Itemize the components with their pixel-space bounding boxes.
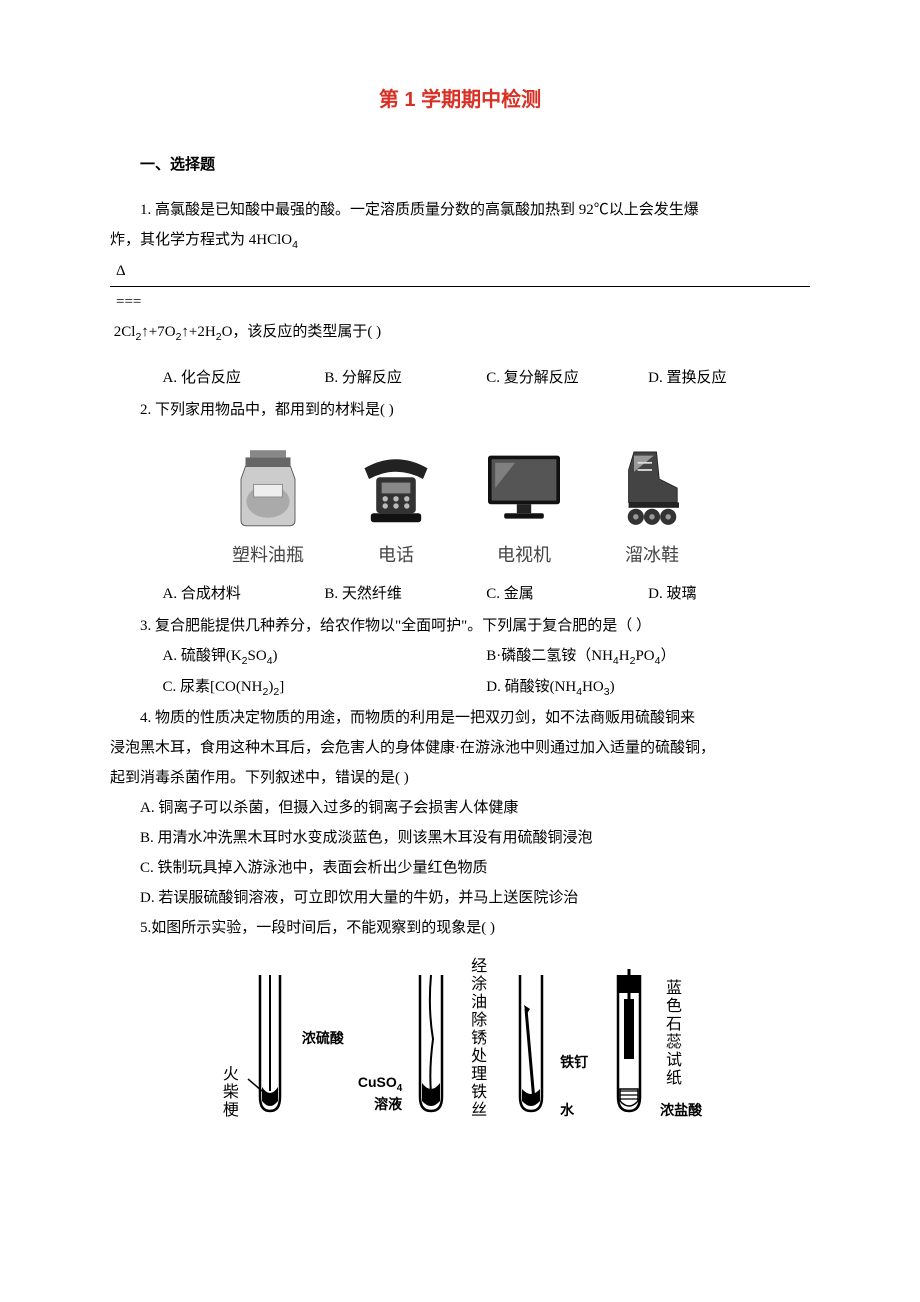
label-coated-wire: 经涂油除锈处理铁丝: [460, 957, 492, 1119]
oil-bottle-icon: [218, 443, 318, 533]
q2-opt-a: A. 合成材料: [163, 579, 325, 609]
q1-cl: Cl: [121, 324, 135, 340]
exp-tube-1: 火柴梗 浓硫酸: [218, 957, 344, 1119]
q2-opt-c: C. 金属: [486, 579, 648, 609]
label-water: 水: [560, 1102, 574, 1118]
q1-tail: O，该反应的类型属于( ): [222, 324, 382, 340]
q2-opt-b: B. 天然纤维: [324, 579, 486, 609]
delta-symbol: Δ: [110, 256, 810, 287]
q4-l2: 浸泡黑木耳，食用这种木耳后，会危害人的身体健康·在游泳池中则通过加入适量的硫酸铜…: [110, 733, 810, 763]
q2-img-skate: 溜冰鞋: [597, 443, 707, 573]
exp-tube-3: 铁钉 水: [506, 957, 588, 1119]
q3a1: A. 硫酸钾(K: [163, 648, 242, 664]
exp-tube-2: CuSO4 溶液 经涂油除锈处理铁丝: [358, 957, 492, 1119]
q3d2: HO: [582, 679, 604, 695]
q3c1: C. 尿素[CO(NH: [163, 679, 263, 695]
test-tube-icon: [242, 969, 298, 1119]
q4-l3: 起到消毒杀菌作用。下列叙述中，错误的是( ): [110, 763, 810, 793]
q1-o: ↑+7O: [141, 324, 175, 340]
test-tube-icon: [406, 969, 456, 1119]
q1-opt-b: B. 分解反应: [324, 363, 486, 393]
q3-options-row2: C. 尿素[CO(NH2)2] D. 硝酸铵(NH4HO3): [110, 672, 810, 703]
q4-opt-d: D. 若误服硫酸铜溶液，可立即饮用大量的牛奶，并马上送医院诊治: [110, 883, 810, 913]
q2-opt-d: D. 玻璃: [648, 579, 810, 609]
q2-img-tv: 电视机: [469, 443, 579, 573]
q1-opt-a: A. 化合反应: [163, 363, 325, 393]
exp-tube-4: 蓝色石蕊试纸 浓盐酸: [602, 957, 702, 1119]
label-cuso4-2: 溶液: [374, 1096, 402, 1114]
q4-opt-a: A. 铜离子可以杀菌，但摄入过多的铜离子会损害人体健康: [110, 793, 810, 823]
q3d3: ): [610, 679, 615, 695]
label-nail: 铁钉: [560, 1054, 588, 1070]
q4-opt-b: B. 用清水冲洗黑木耳时水变成淡蓝色，则该黑木耳没有用硫酸铜浸泡: [110, 823, 810, 853]
label-hcl: 浓盐酸: [660, 1102, 702, 1118]
q3-opt-d: D. 硝酸铵(NH4HO3): [486, 672, 810, 703]
q4-opt-c: C. 铁制玩具掉入游泳池中，表面会析出少量红色物质: [110, 853, 810, 883]
q3d1: D. 硝酸铵(NH: [486, 679, 576, 695]
q1-stem-line1: 1. 高氯酸是已知酸中最强的酸。一定溶质质量分数的高氯酸加热到 92℃以上会发生…: [110, 195, 810, 225]
sub: 4: [397, 1083, 402, 1094]
q1-h: ↑+2H: [181, 324, 215, 340]
label-cuso4: CuSO4: [358, 1074, 402, 1095]
q3b3: PO: [635, 648, 654, 664]
q3b4: ）: [660, 648, 675, 664]
q1-opt-d: D. 置换反应: [648, 363, 810, 393]
q3b1: B·磷酸二氢铵（NH: [486, 648, 613, 664]
cap-skate: 溜冰鞋: [625, 537, 679, 573]
q3-stem: 3. 复合肥能提供几种养分，给农作物以"全面呵护"。下列属于复合肥的是（ ）: [110, 611, 810, 641]
q3a2: SO: [248, 648, 267, 664]
q1-opt-c: C. 复分解反应: [486, 363, 648, 393]
q1-text: 炸，其化学方程式为 4HClO: [110, 232, 292, 248]
q1-stem-line2: 炸，其化学方程式为 4HClO4: [110, 225, 810, 256]
test-tube-icon: [602, 969, 656, 1119]
q2-options: A. 合成材料 B. 天然纤维 C. 金属 D. 玻璃: [110, 579, 810, 609]
h2so4-text: 浓硫酸: [302, 1030, 344, 1046]
q3-opt-a: A. 硫酸钾(K2SO4): [163, 641, 487, 672]
sub-4: 4: [292, 239, 298, 251]
cuso4-2: 溶液: [374, 1096, 402, 1112]
q2-img-bottle: 塑料油瓶: [213, 443, 323, 573]
label-match: 火柴梗: [218, 1065, 238, 1119]
section-heading: 一、选择题: [110, 150, 810, 180]
label-litmus-paper: 蓝色石蕊试纸: [660, 979, 681, 1087]
q2-img-phone: 电话: [341, 443, 451, 573]
cap-tv: 电视机: [497, 537, 551, 573]
page-title: 第 1 学期期中检测: [110, 80, 810, 120]
roller-skate-icon: [602, 443, 702, 533]
television-icon: [474, 443, 574, 533]
q5-experiment-row: 火柴梗 浓硫酸 CuSO4 溶液 经涂油除锈处理铁丝: [110, 957, 810, 1119]
q3-opt-b: B·磷酸二氢铵（NH4H2PO4）: [486, 641, 810, 672]
q1-options: A. 化合反应 B. 分解反应 C. 复分解反应 D. 置换反应: [110, 363, 810, 393]
q4-l1: 4. 物质的性质决定物质的用途，而物质的利用是一把双刃剑，如不法商贩用硫酸铜来: [110, 703, 810, 733]
equals-symbol: ===: [110, 287, 810, 317]
q3b2: H: [619, 648, 630, 664]
q3-opt-c: C. 尿素[CO(NH2)2]: [163, 672, 487, 703]
cap-phone: 电话: [378, 537, 414, 573]
q3c3: ]: [279, 679, 284, 695]
label-h2so4: 浓硫酸: [302, 1024, 344, 1052]
q3-options-row1: A. 硫酸钾(K2SO4) B·磷酸二氢铵（NH4H2PO4）: [110, 641, 810, 672]
test-tube-icon: [506, 969, 556, 1119]
q2-image-row: 塑料油瓶 电话 电视机: [110, 443, 810, 573]
telephone-icon: [346, 443, 446, 533]
q5-stem: 5.如图所示实验，一段时间后，不能观察到的现象是( ): [110, 913, 810, 943]
q3a3: ): [273, 648, 278, 664]
cuso4-1: CuSO: [358, 1074, 397, 1090]
q2-stem: 2. 下列家用物品中，都用到的材料是( ): [110, 395, 810, 425]
cap-bottle: 塑料油瓶: [232, 537, 304, 573]
